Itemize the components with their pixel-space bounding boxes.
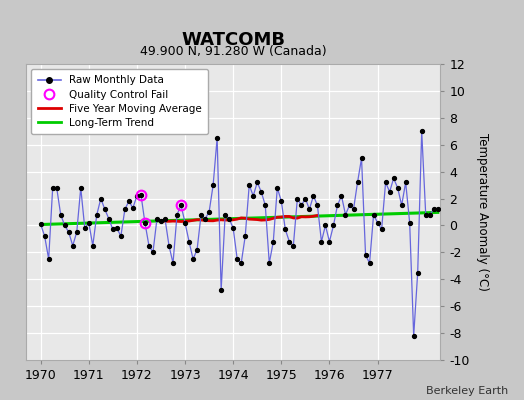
Y-axis label: Temperature Anomaly (°C): Temperature Anomaly (°C)	[476, 133, 489, 291]
Title: WATCOMB: WATCOMB	[181, 30, 285, 48]
Legend: Raw Monthly Data, Quality Control Fail, Five Year Moving Average, Long-Term Tren: Raw Monthly Data, Quality Control Fail, …	[31, 69, 208, 134]
Text: 49.900 N, 91.280 W (Canada): 49.900 N, 91.280 W (Canada)	[140, 45, 326, 58]
Text: Berkeley Earth: Berkeley Earth	[426, 386, 508, 396]
